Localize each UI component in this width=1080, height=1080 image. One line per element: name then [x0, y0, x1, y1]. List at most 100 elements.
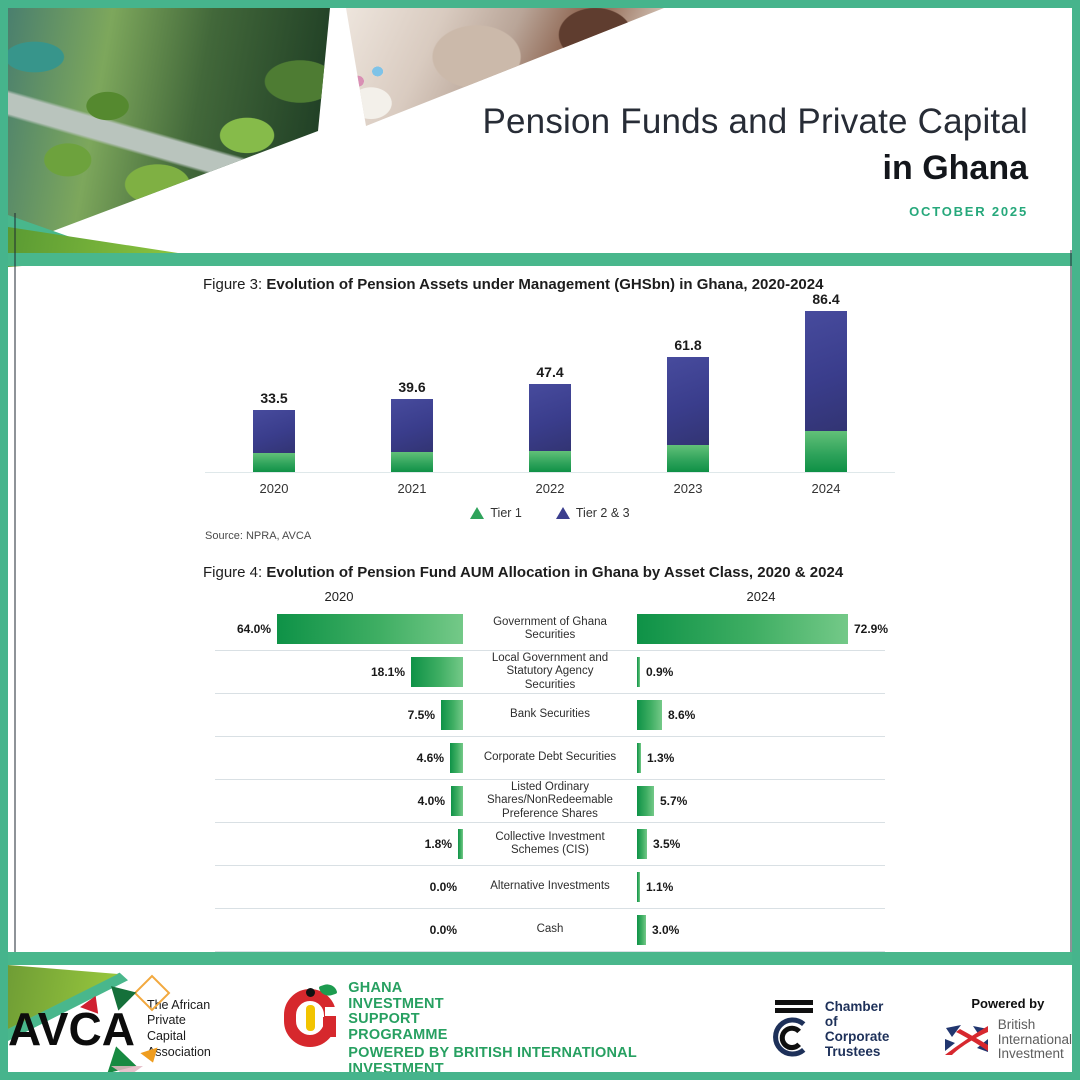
avca-tagline: The African Private Capital Association [147, 998, 241, 1061]
gisp-subline: POWERED BY BRITISH INTERNATIONAL INVESTM… [348, 1045, 637, 1072]
report-page: Pension Funds and Private Capital in Gha… [8, 8, 1072, 1072]
fig4-cell-2020: 18.1% [215, 657, 463, 687]
bii-line2: International [997, 1031, 1072, 1047]
fig4-value-2020: 7.5% [407, 708, 435, 722]
fig4-cell-2024: 3.5% [637, 829, 885, 859]
cct-line2: of Corporate [824, 1013, 890, 1044]
figure4-column-headers: 2020 2024 [215, 589, 885, 605]
fig4-category-label: Corporate Debt Securities [483, 751, 617, 764]
figure4-title-text: Evolution of Pension Fund AUM Allocation… [266, 564, 844, 581]
fig4-cell-2020: 0.0% [215, 915, 463, 945]
fig4-value-2024: 0.9% [646, 665, 674, 679]
fig4-cell-2024: 5.7% [637, 786, 885, 816]
figure3-title: Figure 3: Evolution of Pension Assets un… [203, 276, 823, 293]
fig3-bar-2022 [529, 384, 571, 473]
fig4-cell-2024: 1.1% [637, 872, 885, 902]
fig3-category-label: 2024 [811, 481, 841, 496]
legend-triangle-icon [470, 507, 485, 519]
cct-line1: Chamber [824, 998, 884, 1014]
legend-item-tier-1: Tier 1 [470, 506, 522, 520]
fig3-category-label: 2020 [259, 481, 289, 496]
fig4-row-0: 64.0% Government of Ghana Securities 72.9% [215, 608, 889, 651]
bii-row: British International Investment [944, 1018, 1072, 1062]
fig3-segment-tier2and3 [529, 384, 571, 451]
fig4-value-2024: 3.0% [652, 923, 680, 937]
fig4-bar-2024 [637, 829, 647, 859]
fig3-value-label: 39.6 [398, 379, 426, 395]
fig3-value-label: 86.4 [812, 291, 840, 307]
avca-tagline-line1: The African Private [146, 997, 211, 1028]
fig4-value-2020: 0.0% [429, 880, 457, 894]
avca-logo: AVCA The African Private Capital Associa… [8, 974, 241, 1072]
fig4-cell-2024: 0.9% [637, 657, 885, 687]
fig4-value-2024: 72.9% [854, 622, 889, 636]
fig3-value-label: 33.5 [260, 390, 288, 406]
fig3-category-label: 2022 [535, 481, 565, 496]
fig3-segment-tier1 [529, 451, 571, 473]
avca-triangle-orange-icon [140, 1047, 162, 1066]
gisp-text-block: GHANA INVESTMENT SUPPORT PROGRAMME POWER… [348, 980, 717, 1072]
fig3-segment-tier1 [391, 452, 433, 473]
fig4-bar-2024 [637, 872, 640, 902]
gisp-black-dot [306, 988, 316, 997]
avca-wordmark: AVCA [8, 974, 171, 1072]
gisp-red-tab [323, 1017, 337, 1037]
figure4-header-2024: 2024 [746, 589, 776, 604]
fig4-bar-2020 [458, 829, 463, 859]
partner-logos-row: AVCA The African Private Capital Associa… [8, 974, 1072, 1072]
figure3-legend: Tier 1 Tier 2 & 3 [205, 506, 895, 520]
fig3-value-label: 47.4 [536, 364, 564, 380]
fig3-segment-tier1 [805, 431, 847, 473]
page-edge-shadow-right [1070, 250, 1072, 962]
fig4-bar-2024 [637, 786, 654, 816]
fig4-row-4: 4.0% Listed Ordinary Shares/NonRedeemable P… [215, 780, 885, 823]
figure3-title-text: Evolution of Pension Assets under Manage… [266, 276, 824, 293]
gisp-yellow-bar [306, 1005, 316, 1031]
fig4-category-label: Bank Securities [510, 708, 590, 721]
fig4-value-2020: 64.0% [236, 622, 271, 636]
fig4-cell-2020: 0.0% [215, 872, 463, 902]
fig4-category-label: Collective Investment Schemes (CIS) [495, 830, 605, 856]
fig4-row-6: 0.0% Alternative Investments 1.1% [215, 866, 885, 909]
fig4-value-2020: 0.0% [429, 923, 457, 937]
fig3-segment-tier2and3 [667, 357, 709, 445]
fig3-segment-tier2and3 [805, 311, 847, 431]
fig4-value-2020: 4.6% [416, 751, 444, 765]
fig4-row-7: 0.0% Cash 3.0% [215, 909, 885, 952]
legend-triangle-icon [555, 507, 570, 519]
fig3-segment-tier2and3 [391, 399, 433, 452]
fig4-row-5: 1.8% Collective Investment Schemes (CIS) 3.… [215, 823, 885, 866]
union-jack-flag-icon [944, 1024, 988, 1055]
figure3-chart: 33.5 2020 39.6 2021 47.4 2022 61.8 2023 86.4 2024 [205, 285, 895, 496]
gisp-line2: INVESTMENT [348, 995, 444, 1012]
legend-label: Tier 1 [490, 506, 522, 520]
cct-double-c-icon [772, 1017, 806, 1057]
cct-line3: Trustees [824, 1044, 881, 1060]
fig4-value-2024: 3.5% [653, 837, 681, 851]
bii-text-block: British International Investment [998, 1018, 1072, 1062]
figure4-header-2020: 2020 [324, 589, 354, 604]
legend-label: Tier 2 & 3 [575, 506, 630, 520]
fig4-bar-2024 [637, 743, 641, 773]
powered-by-label: Powered by [971, 996, 1045, 1012]
fig3-segment-tier1 [667, 445, 709, 473]
fig3-category-label: 2023 [673, 481, 703, 496]
fig3-category-label: 2021 [397, 481, 427, 496]
figure4-table: 64.0% Government of Ghana Securities 72.9% 1… [215, 608, 889, 952]
bii-logo: Powered by British International Investm… [944, 996, 1072, 1062]
fig4-cell-2024: 3.0% [637, 915, 885, 945]
bii-line3: Investment [997, 1046, 1064, 1062]
figure3-source: Source: NPRA, AVCA [205, 530, 312, 542]
gisp-ring-notch [325, 1007, 340, 1016]
fig4-bar-2024 [637, 657, 640, 687]
cct-text-block: Chamber of Corporate Trustees [825, 999, 902, 1059]
fig4-cell-2020: 7.5% [215, 700, 463, 730]
fig4-value-2020: 18.1% [370, 665, 405, 679]
fig4-bar-2024 [637, 915, 646, 945]
fig4-bar-2020 [277, 614, 463, 644]
bii-line1: British [997, 1017, 1036, 1033]
fig3-bar-group-2024: 86.4 2024 [757, 285, 895, 496]
fig4-cell-2020: 4.6% [215, 743, 463, 773]
page-edge-shadow-left [14, 213, 16, 961]
